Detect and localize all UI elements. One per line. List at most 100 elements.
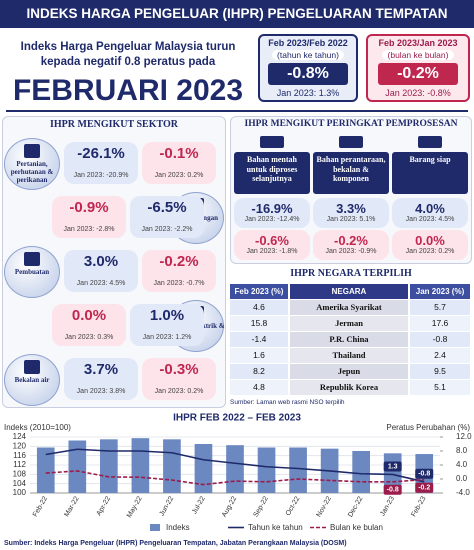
legend-swatch (150, 524, 160, 531)
mom-box (52, 304, 126, 346)
mom-period: Feb 2023/Jan 2023 (378, 38, 458, 48)
yoy-period: Feb 2023/Feb 2022 (268, 38, 348, 48)
table-cell: 2.4 (410, 348, 470, 363)
mom-previous: Jan 2023: -1.8% (246, 248, 298, 255)
footer-source: Sumber: Indeks Harga Pengeluar (IHPR) Pe… (4, 540, 347, 547)
yoy-value: -0.8% (268, 63, 348, 85)
country-title: IHPR NEGARA TERPILIH (290, 268, 412, 279)
yoy-box (64, 142, 138, 184)
yoy-box (234, 198, 310, 228)
legend-label: Bulan ke bulan (330, 523, 383, 532)
line (45, 470, 425, 486)
y-tick-label: 116 (13, 451, 26, 460)
y2-axis-label: Peratus Perubahan (%) (386, 423, 470, 432)
table-cell: 8.2 (230, 364, 288, 379)
sector-icon-glyph (24, 144, 40, 158)
x-tick-label: Mar-22 (63, 495, 80, 518)
y2-tick-label: 12.0 (456, 432, 472, 441)
yoy-box (64, 250, 138, 292)
x-tick-label: Oct-22 (285, 495, 302, 517)
yoy-box (392, 198, 468, 228)
legend-label: Tahun ke tahun (248, 523, 303, 532)
data-label: -0.2 (418, 485, 430, 492)
bar (226, 445, 244, 493)
yoy-previous: Jan 2023: 1.3% (276, 88, 340, 98)
mom-box (142, 250, 216, 292)
chart: IHPR FEB 2022 – FEB 2023 Indeks (2010=10… (4, 413, 472, 547)
stage-title: IHPR MENGIKUT PERINGKAT PEMPROSESAN (244, 119, 458, 129)
divider (6, 110, 468, 112)
table-cell: 5.7 (410, 300, 470, 315)
yoy-previous: Jan 2023: 1.2% (142, 334, 192, 341)
intro-text: Indeks Harga Pengeluar Malaysia turun ke… (20, 41, 236, 68)
yoy-box (64, 358, 138, 400)
table-cell: 15.8 (230, 316, 288, 331)
stage-header (392, 152, 468, 194)
mom-previous: Jan 2023: -0.7% (153, 280, 205, 287)
x-tick-label: Jan-23 (379, 495, 396, 517)
mom-previous: Jan 2023: -2.8% (63, 226, 115, 233)
mom-previous: Jan 2023: 0.2% (405, 248, 455, 255)
data-label-box (383, 484, 402, 495)
mom-previous: Jan 2023: 0.2% (154, 388, 204, 395)
x-tick-label: May-22 (126, 495, 144, 519)
stage-icon (418, 136, 442, 148)
x-tick-label: Jul-22 (191, 495, 207, 515)
x-tick-label: Sep-22 (253, 495, 270, 518)
sector-icon-glyph (24, 360, 40, 374)
x-tick-label: Nov-22 (316, 495, 333, 518)
mom-previous: Jan 2023: 0.3% (64, 334, 114, 341)
bar (100, 439, 118, 493)
table-cell: Amerika Syarikat (290, 300, 408, 315)
yoy-value: 3.0% (83, 253, 119, 270)
mom-basis: (bulan ke bulan) (382, 50, 454, 60)
x-tick-label: Dec-22 (347, 495, 364, 518)
yoy-box (130, 304, 204, 346)
mom-previous: Jan 2023: -0.8% (385, 88, 451, 98)
sector-icon-glyph (24, 252, 40, 266)
mom-value: -0.2% (378, 63, 458, 85)
x-tick-label: Apr-22 (96, 495, 113, 517)
table-header-cell: Jan 2023 (%) (410, 284, 470, 299)
yoy-value: -16.9% (251, 201, 293, 216)
mom-value: 0.0% (415, 233, 445, 248)
yoy-value: 3.3% (336, 201, 366, 216)
yoy-previous: Jan 2023: -12.4% (244, 216, 300, 223)
table-cell: 4.8 (230, 380, 288, 395)
y2-tick-label: 0.0 (456, 474, 468, 483)
mom-previous: Jan 2023: -0.9% (325, 248, 377, 255)
table-header-cell: Feb 2023 (%) (230, 284, 288, 299)
yoy-value: 1.0% (149, 307, 185, 324)
mom-value: -0.2% (159, 253, 199, 270)
yoy-previous: Jan 2023: 4.5% (76, 280, 126, 287)
yoy-value: -26.1% (77, 145, 125, 162)
table-cell: 9.5 (410, 364, 470, 379)
mom-box (142, 358, 216, 400)
mom-value: 0.0% (71, 307, 107, 324)
mom-box (392, 230, 468, 260)
x-tick-label: Feb-23 (410, 495, 427, 518)
table-cell: Jerman (290, 316, 408, 331)
table-cell: 1.6 (230, 348, 288, 363)
table-cell: P.R. China (290, 332, 408, 347)
y-tick-label: 124 (13, 432, 27, 441)
bar (352, 451, 370, 493)
mom-value: -0.2% (334, 233, 368, 248)
yoy-previous: Jan 2023: -2.2% (141, 226, 193, 233)
bar (163, 439, 181, 493)
yoy-box (130, 196, 204, 238)
country-source: Sumber: Laman web rasmi NSO terpilih (230, 399, 345, 406)
y2-tick-label: -4.0 (456, 488, 470, 497)
x-tick-label: Aug-22 (221, 495, 238, 518)
data-label: -0.8 (418, 471, 430, 478)
sector-name: Pertanian, perhutanan & perikanan (10, 160, 54, 184)
yoy-previous: Jan 2023: 3.8% (76, 388, 126, 395)
sector-name: Pembuatan (14, 268, 50, 276)
mom-value: -0.9% (69, 199, 109, 216)
y-tick-label: 104 (13, 479, 27, 488)
table-cell: 5.1 (410, 380, 470, 395)
x-tick-label: Jun-22 (158, 495, 175, 517)
mom-value: -0.1% (159, 145, 199, 162)
y-axis-label: Indeks (2010=100) (4, 423, 71, 432)
